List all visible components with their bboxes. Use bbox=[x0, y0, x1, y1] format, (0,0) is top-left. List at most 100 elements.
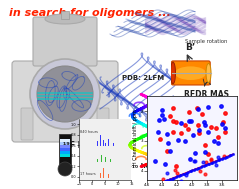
Point bbox=[174, 169, 177, 172]
Point bbox=[193, 160, 197, 163]
Bar bbox=[60, 154, 70, 157]
Point bbox=[168, 114, 172, 117]
Ellipse shape bbox=[170, 62, 175, 84]
Point bbox=[156, 183, 160, 186]
Point bbox=[212, 160, 215, 163]
Point bbox=[185, 171, 189, 174]
Text: B’: B’ bbox=[185, 43, 195, 51]
Bar bbox=[60, 142, 70, 145]
Point bbox=[186, 128, 190, 131]
Point bbox=[164, 179, 168, 182]
Point bbox=[197, 132, 201, 135]
Bar bbox=[60, 145, 70, 148]
Point bbox=[153, 184, 157, 187]
Point bbox=[150, 185, 154, 188]
Point bbox=[157, 119, 161, 122]
Point bbox=[230, 153, 234, 156]
Point bbox=[183, 123, 187, 126]
Point bbox=[231, 153, 235, 156]
Point bbox=[171, 181, 175, 184]
Point bbox=[193, 168, 197, 171]
Point bbox=[198, 170, 202, 173]
Point bbox=[192, 160, 196, 163]
Point bbox=[188, 170, 192, 173]
Point bbox=[179, 173, 183, 176]
Point bbox=[167, 178, 171, 181]
Point bbox=[198, 166, 201, 169]
Point bbox=[197, 128, 201, 131]
Point bbox=[152, 184, 155, 187]
Point bbox=[190, 169, 194, 172]
Point bbox=[225, 155, 229, 158]
Point bbox=[203, 150, 207, 153]
Point bbox=[196, 107, 200, 110]
Point bbox=[207, 162, 211, 165]
Point bbox=[200, 112, 204, 115]
Point bbox=[217, 158, 221, 161]
Point bbox=[212, 139, 216, 142]
Point bbox=[202, 164, 206, 167]
Point bbox=[209, 157, 213, 160]
Point bbox=[195, 107, 199, 110]
Y-axis label: ¹H Chemical shift / ppm: ¹H Chemical shift / ppm bbox=[133, 109, 138, 167]
Point bbox=[171, 130, 175, 133]
Point bbox=[163, 117, 166, 120]
Point bbox=[192, 168, 196, 171]
Point bbox=[183, 139, 187, 143]
Point bbox=[171, 106, 175, 109]
Point bbox=[181, 173, 185, 176]
Point bbox=[223, 126, 227, 129]
Point bbox=[161, 180, 165, 184]
Point bbox=[179, 179, 183, 182]
Point bbox=[166, 132, 169, 135]
Point bbox=[227, 154, 231, 157]
Point bbox=[224, 156, 228, 159]
Point bbox=[163, 180, 167, 183]
Point bbox=[176, 139, 180, 142]
Point bbox=[216, 159, 219, 162]
Point bbox=[191, 134, 195, 137]
Point bbox=[216, 141, 220, 144]
Point bbox=[166, 179, 169, 182]
Point bbox=[203, 123, 207, 126]
Point bbox=[179, 131, 183, 134]
Circle shape bbox=[30, 59, 100, 129]
Point bbox=[201, 161, 205, 164]
Point bbox=[223, 112, 227, 115]
Point bbox=[218, 158, 222, 161]
Point bbox=[160, 181, 164, 184]
Point bbox=[149, 185, 153, 188]
Point bbox=[228, 154, 232, 157]
Point bbox=[184, 174, 188, 177]
Point bbox=[214, 164, 218, 167]
Point bbox=[184, 172, 187, 175]
Point bbox=[161, 178, 165, 181]
Point bbox=[175, 172, 179, 175]
FancyBboxPatch shape bbox=[33, 17, 97, 66]
Point bbox=[168, 150, 172, 153]
Text: Sample rotation: Sample rotation bbox=[185, 39, 227, 43]
Point bbox=[178, 174, 182, 177]
Point bbox=[170, 177, 174, 180]
Point bbox=[209, 159, 212, 162]
Point bbox=[186, 170, 190, 174]
Point bbox=[195, 167, 199, 170]
Point bbox=[168, 178, 172, 181]
Point bbox=[206, 153, 210, 156]
FancyBboxPatch shape bbox=[171, 61, 210, 85]
Point bbox=[217, 156, 220, 159]
Point bbox=[166, 142, 170, 145]
Point bbox=[187, 111, 191, 114]
Text: in search for oligomers ...: in search for oligomers ... bbox=[9, 8, 171, 18]
Point bbox=[173, 176, 176, 179]
Point bbox=[160, 109, 164, 112]
Point bbox=[174, 165, 178, 168]
Bar bbox=[61, 11, 69, 19]
Text: 840 hours: 840 hours bbox=[80, 130, 98, 134]
Point bbox=[196, 123, 200, 126]
Point bbox=[206, 105, 210, 108]
Bar bbox=[60, 139, 70, 142]
Point bbox=[160, 114, 163, 117]
Bar bbox=[59, 134, 71, 169]
Point bbox=[220, 122, 223, 125]
